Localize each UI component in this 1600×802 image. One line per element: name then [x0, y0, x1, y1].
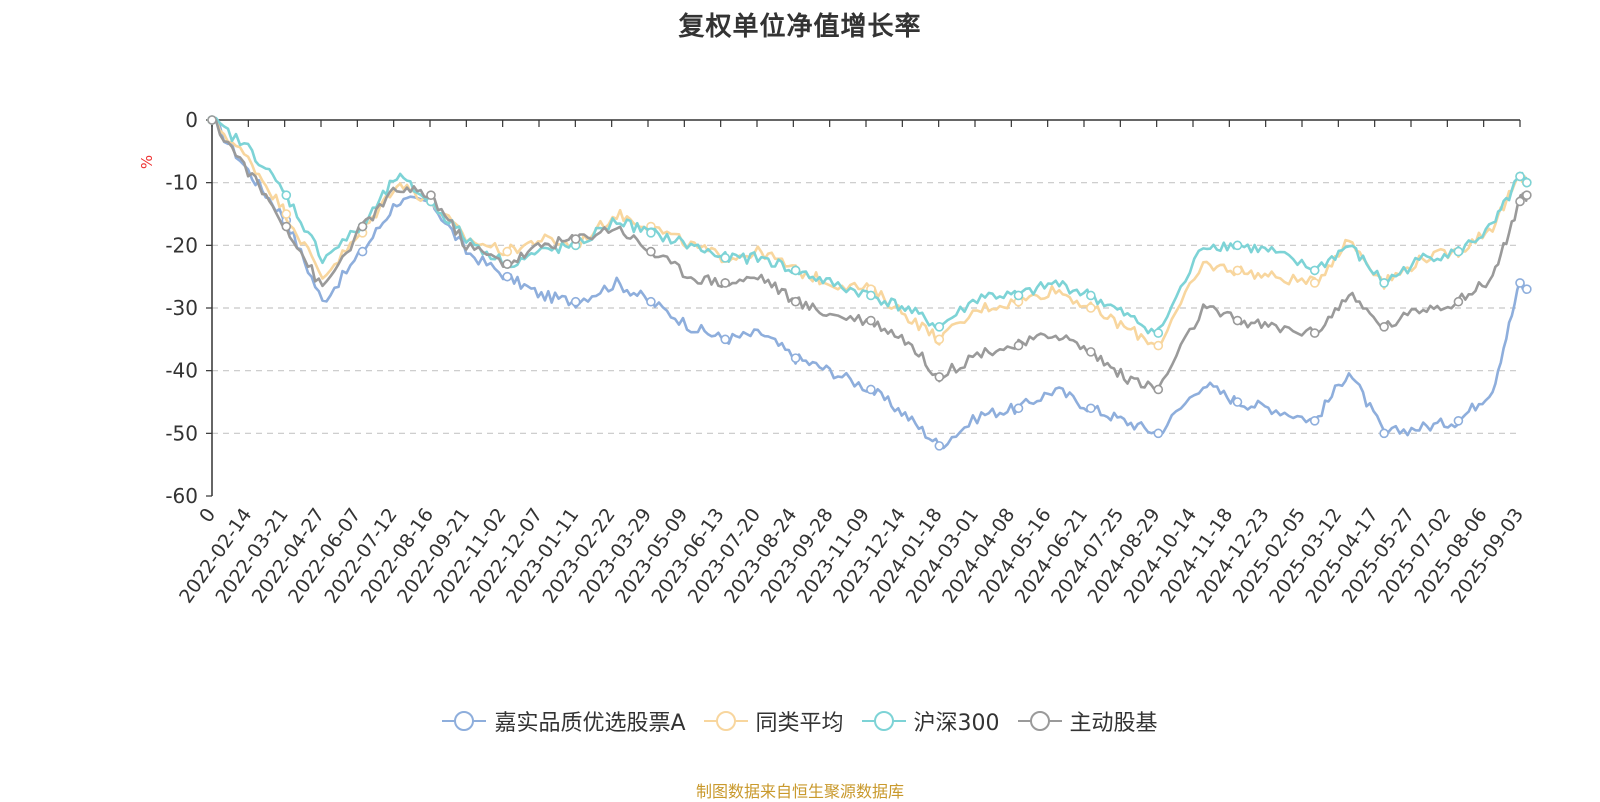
- data-point: [866, 384, 876, 395]
- data-point: [570, 234, 581, 244]
- data-point: [570, 296, 581, 307]
- legend-item-3[interactable]: 主动股基: [1017, 705, 1158, 737]
- data-point: [1086, 403, 1096, 414]
- source-note: 制图数据来自恒生聚源数据库: [695, 782, 904, 801]
- data-point: [790, 353, 801, 363]
- legend-label: 沪深300: [913, 711, 1000, 736]
- data-point: [1453, 246, 1464, 257]
- data-point: [426, 190, 436, 200]
- series-line-3: [211, 118, 1529, 392]
- data-point: [1153, 328, 1164, 338]
- data-point: [1013, 340, 1024, 351]
- data-point: [646, 296, 656, 307]
- series-line-0: [211, 118, 1528, 450]
- y-tick-label: -20: [165, 233, 198, 257]
- data-point: [1232, 315, 1243, 326]
- series-line-1: [211, 118, 1529, 351]
- data-point: [934, 441, 945, 451]
- data-point: [1232, 265, 1243, 276]
- legend-label: 主动股基: [1069, 711, 1158, 736]
- chart-title: 复权单位净值增长率: [678, 12, 922, 42]
- data-point: [1153, 340, 1164, 351]
- data-point: [1309, 415, 1320, 426]
- data-point: [646, 228, 656, 238]
- data-point: [1379, 321, 1389, 332]
- data-point: [1013, 403, 1024, 414]
- data-point: [1086, 347, 1096, 357]
- data-point: [1309, 278, 1320, 288]
- y-tick-label: -30: [165, 296, 198, 320]
- data-point: [1515, 196, 1525, 207]
- data-point: [1379, 428, 1389, 439]
- data-point: [720, 278, 731, 288]
- data-point: [646, 246, 656, 257]
- data-point: [207, 115, 217, 125]
- data-point: [720, 334, 731, 345]
- y-tick-label: -50: [165, 421, 198, 445]
- data-point: [1515, 171, 1525, 182]
- data-point: [1153, 384, 1164, 395]
- data-point: [1522, 177, 1532, 188]
- data-point: [934, 321, 945, 332]
- y-tick-label: -60: [165, 484, 198, 508]
- data-point: [1453, 296, 1464, 307]
- legend-marker-icon: [1017, 711, 1062, 731]
- legend-item-0[interactable]: 嘉实品质优选股票A: [442, 705, 686, 737]
- legend-marker-icon: [861, 711, 906, 731]
- x-tick-label: 0: [195, 504, 220, 527]
- data-point: [1232, 240, 1243, 251]
- data-point: [934, 372, 945, 382]
- legend-label: 同类平均: [755, 711, 844, 736]
- y-tick-label: -10: [165, 171, 198, 195]
- legend-item-2[interactable]: 沪深300: [861, 705, 1000, 737]
- data-point: [357, 246, 368, 257]
- data-point: [1232, 397, 1243, 407]
- data-point: [502, 259, 513, 269]
- data-point: [720, 253, 731, 263]
- legend-marker-icon: [703, 711, 748, 731]
- series-line-2: [211, 116, 1529, 335]
- data-point: [866, 315, 876, 326]
- data-point: [502, 246, 513, 257]
- data-point: [934, 334, 945, 345]
- data-point: [1453, 415, 1464, 426]
- data-point: [281, 221, 292, 232]
- legend-marker-icon: [442, 711, 487, 731]
- data-point: [281, 190, 292, 200]
- data-point: [1515, 278, 1525, 288]
- legend-item-1[interactable]: 同类平均: [703, 705, 844, 737]
- data-point: [1013, 290, 1024, 301]
- data-point: [1379, 278, 1389, 288]
- legend: 嘉实品质优选股票A 同类平均 沪深300 主动股基: [0, 705, 1600, 737]
- data-point: [1522, 190, 1532, 200]
- y-axis-label: %: [138, 155, 156, 169]
- data-point: [1086, 290, 1096, 301]
- data-point: [1086, 303, 1096, 313]
- data-point: [1309, 328, 1320, 338]
- y-tick-label: -40: [165, 359, 198, 383]
- data-point: [357, 221, 368, 232]
- data-point: [1522, 284, 1532, 295]
- data-point: [1309, 265, 1320, 276]
- legend-label: 嘉实品质优选股票A: [494, 711, 686, 736]
- y-tick-label: 0: [185, 108, 198, 132]
- data-point: [502, 271, 513, 282]
- data-point: [866, 290, 876, 301]
- data-point: [790, 265, 801, 276]
- data-point: [281, 209, 292, 219]
- data-point: [790, 296, 801, 307]
- data-point: [1153, 428, 1164, 439]
